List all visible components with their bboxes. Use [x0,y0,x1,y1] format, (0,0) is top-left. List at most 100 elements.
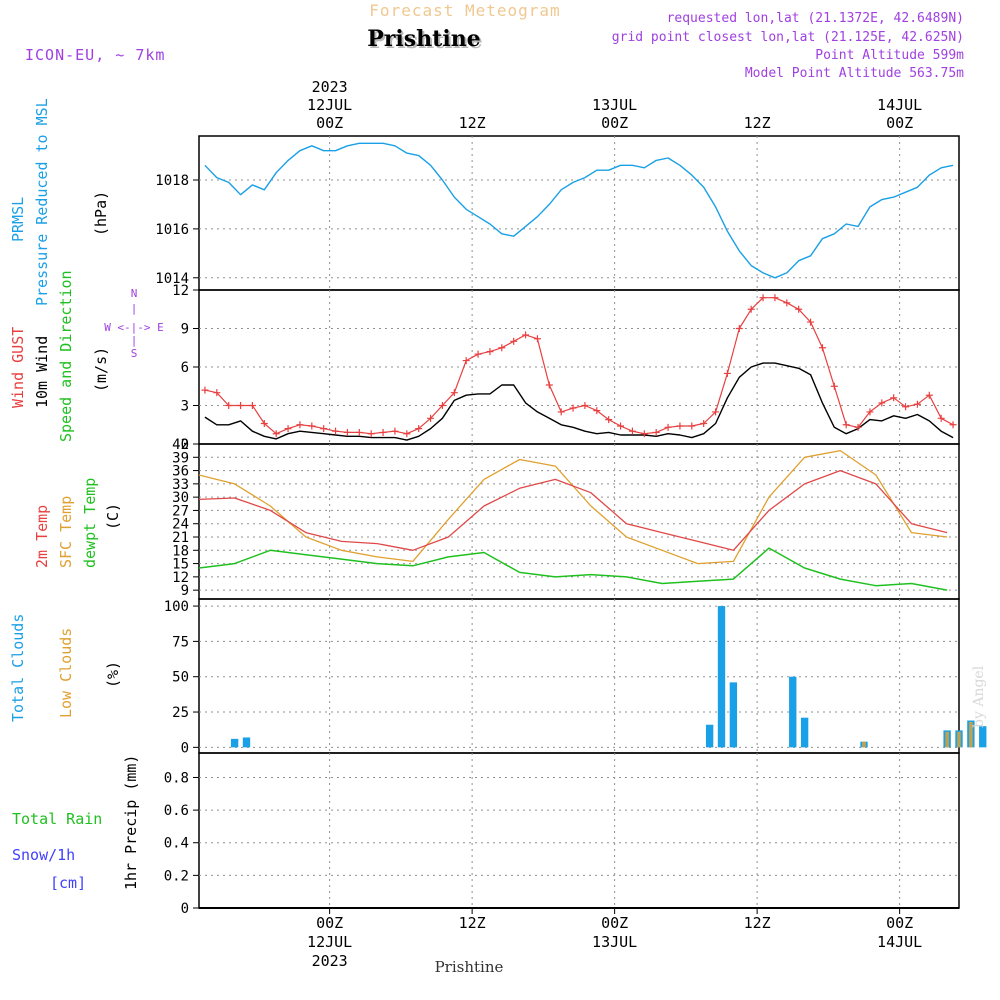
footer-station: Prishtine [435,958,504,976]
time-axis-bottom: 00Z12Z00Z12Z00Z12Z12JUL13JUL14JUL2023 [307,908,922,970]
ytick-label: 36 [172,464,189,480]
time-tick-label: 00Z [316,114,343,132]
gust-marker [237,402,245,409]
gust-marker [260,419,268,427]
requested-coords: requested lon,lat (21.1372E, 42.6489N) [667,11,964,26]
total-cloud-bar [729,682,738,748]
year-label: 2023 [312,78,348,96]
ytick-label: 50 [172,670,189,686]
ytick-label: 1018 [155,173,189,189]
ytick-label: 21 [172,530,189,546]
pressure-axis-titles: PRMSL Pressure Reduced to MSL (hPa) [9,98,110,306]
gust-marker [569,404,577,412]
gust-marker [320,425,328,433]
pressure-panel [198,135,960,291]
closest-coords: grid point closest lon,lat (21.125E, 42.… [612,30,964,45]
gust-marker [581,402,589,409]
ytick-label: 3 [181,399,189,415]
pressure-unit-label: (hPa) [92,191,110,236]
ytick-label: 12 [172,570,189,586]
day-label: 12JUL [307,96,352,114]
ytick-label: 0.6 [164,803,189,819]
compass-west-east: W <-|-> E [104,321,164,334]
pressure-label: Pressure Reduced to MSL [33,98,51,306]
sfc-temp-label: SFC Temp [57,496,75,568]
gust-marker [818,344,826,352]
year-label: 2023 [312,952,348,970]
gust-marker [902,403,910,411]
gust-marker [201,386,209,394]
gust-marker [427,414,435,422]
credit-watermark: by Angel [971,665,987,728]
dewpt-line [198,547,948,591]
gust-marker [213,389,221,397]
prmsl-label: PRMSL [9,197,27,242]
time-tick-label: 12Z [459,114,486,132]
ytick-label: 27 [172,503,189,519]
gust-marker [937,414,945,422]
gust-marker [557,408,565,416]
station-title-shadow: Prishtine [369,28,482,54]
cloud-unit-label: (%) [104,661,122,688]
day-label: 12JUL [307,933,352,951]
gust-marker [308,422,316,430]
gust-marker [284,425,292,433]
compass-arrow-ns: | [131,302,138,315]
low-cloud-bar [862,741,866,748]
time-tick-label: 12Z [459,914,486,932]
ytick-label: 0.4 [164,836,189,852]
gust-marker [474,350,482,358]
gust-marker [878,399,886,407]
ytick-label: 0.2 [164,868,189,884]
gust-marker [854,423,862,431]
gust-marker [355,428,363,436]
gust-marker [617,422,625,430]
wind-speed-line [204,362,954,441]
gust-marker [807,318,815,326]
compass-north: N [131,287,138,300]
gust-marker [391,427,399,435]
dewpt-label: dewpt Temp [81,478,99,568]
ytick-label: 39 [172,450,189,466]
gust-marker [949,421,957,429]
temp-axis-titles: 2m Temp SFC Temp dewpt Temp (C) [33,478,122,568]
cloud-axis-titles: Total Clouds Low Clouds (%) [9,614,122,722]
day-label: 13JUL [592,933,637,951]
low-cloud-bar [957,731,961,748]
gust-marker [842,421,850,429]
ytick-label: 9 [181,583,189,599]
ytick-label: 24 [172,517,189,533]
gust-marker [866,408,874,416]
ytick-label: 1014 [155,271,189,287]
pressure-line [204,142,954,279]
ytick-label: 75 [172,634,189,650]
gust-marker [403,430,411,438]
gust-marker [771,294,779,302]
ytick-label: 0.8 [164,770,189,786]
gust-marker [890,394,898,402]
gust-marker [783,299,791,307]
gust-marker [712,408,720,416]
gust-marker [735,325,743,332]
ytick-label: 9 [181,322,189,338]
gust-marker [367,430,375,438]
day-label: 13JUL [592,96,637,114]
wind-axis-titles: Wind GUST 10m Wind Speed and Direction (… [9,270,164,442]
ytick-label: 18 [172,543,189,559]
gust-marker [296,421,304,429]
gust-marker [676,422,684,430]
total-cloud-bar [789,676,797,748]
snow-label: Snow/1h [12,846,75,864]
gust-marker [640,430,648,438]
precip-panel [198,752,960,909]
ytick-label: 0 [181,437,189,453]
low-cloud-bar [945,731,949,748]
gust-marker [522,331,530,339]
gust-marker [747,305,755,313]
gust-marker [450,389,458,397]
compass-arrow-sn: | [131,334,138,347]
total-clouds-label: Total Clouds [9,614,27,722]
ytick-label: 0 [181,901,189,917]
ytick-label: 1016 [155,222,189,238]
temp2m-label: 2m Temp [33,505,51,568]
